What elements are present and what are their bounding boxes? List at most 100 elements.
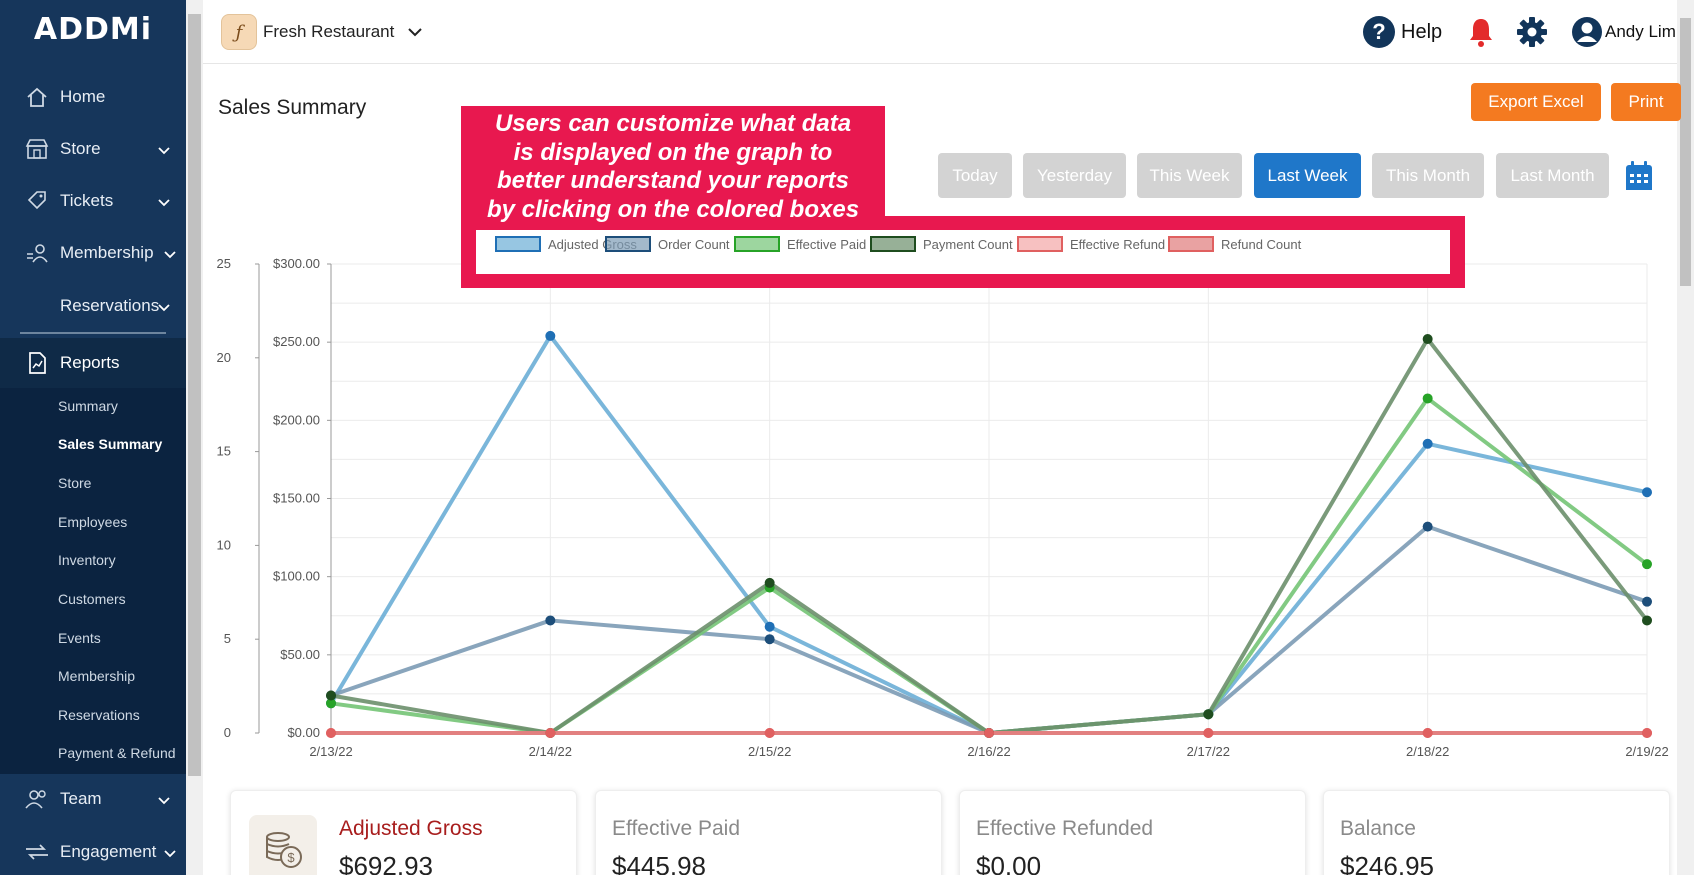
annotation-line: by clicking on the colored boxes bbox=[486, 195, 860, 223]
store-logo[interactable]: ƒ bbox=[221, 14, 257, 50]
legend-swatch[interactable] bbox=[870, 236, 916, 252]
gear-icon[interactable] bbox=[1516, 16, 1548, 53]
print-button[interactable]: Print bbox=[1611, 83, 1681, 121]
summary-card-balance: Balance $246.95 bbox=[1323, 790, 1670, 875]
data-point bbox=[1642, 728, 1652, 738]
submenu-item-events[interactable]: Events bbox=[58, 630, 101, 646]
submenu-item-sales-summary[interactable]: Sales Summary bbox=[58, 436, 163, 452]
left-axis-tick-label: 25 bbox=[217, 256, 231, 271]
x-axis-tick-label: 2/14/22 bbox=[529, 744, 572, 759]
reservations-icon bbox=[24, 294, 50, 318]
data-point bbox=[545, 330, 556, 341]
sidebar-item-reports[interactable]: Reports bbox=[0, 338, 186, 388]
range-this-month-button[interactable]: This Month bbox=[1372, 153, 1484, 198]
sidebar-item-reservations[interactable]: Reservations bbox=[0, 283, 186, 329]
card-label: Adjusted Gross bbox=[339, 817, 483, 840]
annotation-callout: Users can customize what data is display… bbox=[461, 106, 885, 224]
chevron-down-icon bbox=[158, 297, 170, 317]
team-icon bbox=[24, 787, 50, 811]
data-point bbox=[326, 690, 336, 701]
card-label: Balance bbox=[1340, 817, 1416, 840]
store-selector[interactable]: Fresh Restaurant bbox=[263, 22, 395, 41]
left-axis-tick-label: 20 bbox=[217, 350, 231, 365]
legend-swatch[interactable] bbox=[495, 236, 541, 252]
range-this-week-button[interactable]: This Week bbox=[1137, 153, 1242, 198]
legend-swatch[interactable] bbox=[1017, 236, 1063, 252]
home-icon bbox=[24, 85, 50, 109]
submenu-item-summary[interactable]: Summary bbox=[58, 398, 118, 414]
submenu-item-reservations[interactable]: Reservations bbox=[58, 707, 140, 723]
legend-label[interactable]: Payment Count bbox=[923, 237, 1013, 252]
data-point bbox=[1422, 334, 1433, 345]
help-button[interactable]: ? Help bbox=[1363, 16, 1442, 48]
card-value: $246.95 bbox=[1340, 851, 1434, 875]
sidebar-item-home[interactable]: Home bbox=[0, 74, 186, 120]
legend-swatch[interactable] bbox=[605, 236, 651, 252]
sidebar-item-tickets[interactable]: Tickets bbox=[0, 178, 186, 224]
x-axis-tick-label: 2/19/22 bbox=[1625, 744, 1668, 759]
app-logo[interactable]: ADDMi bbox=[33, 12, 153, 47]
data-point bbox=[545, 615, 556, 626]
sidebar-item-engagement[interactable]: Engagement bbox=[0, 829, 186, 875]
range-today-button[interactable]: Today bbox=[938, 153, 1012, 198]
chevron-down-icon[interactable] bbox=[408, 24, 422, 42]
data-point bbox=[545, 728, 556, 738]
data-point bbox=[1642, 596, 1652, 607]
calendar-icon[interactable] bbox=[1624, 160, 1654, 197]
submenu-item-customers[interactable]: Customers bbox=[58, 591, 126, 607]
scrollbar-thumb[interactable] bbox=[1680, 18, 1691, 286]
submenu-item-membership[interactable]: Membership bbox=[58, 668, 136, 684]
legend-swatch[interactable] bbox=[1168, 236, 1214, 252]
submenu-item-inventory[interactable]: Inventory bbox=[58, 552, 116, 568]
help-icon: ? bbox=[1363, 16, 1395, 48]
data-point bbox=[1642, 559, 1652, 570]
right-axis-tick-label: $0.00 bbox=[287, 725, 320, 740]
svg-text:$: $ bbox=[287, 850, 295, 865]
sidebar-scrollbar[interactable] bbox=[186, 0, 203, 875]
scrollbar-thumb[interactable] bbox=[188, 14, 201, 776]
sidebar-item-label: Home bbox=[60, 87, 106, 106]
submenu-item-employees[interactable]: Employees bbox=[58, 514, 128, 530]
legend-label[interactable]: Effective Paid bbox=[787, 237, 866, 252]
range-last-week-button[interactable]: Last Week bbox=[1254, 153, 1361, 198]
bell-icon[interactable] bbox=[1467, 16, 1495, 53]
data-point bbox=[764, 577, 775, 588]
data-point bbox=[1642, 615, 1652, 626]
legend-label[interactable]: Order Count bbox=[658, 237, 730, 252]
legend-label[interactable]: Refund Count bbox=[1221, 237, 1302, 252]
page-title: Sales Summary bbox=[218, 96, 367, 119]
export-excel-button[interactable]: Export Excel bbox=[1471, 83, 1601, 121]
sidebar-item-membership[interactable]: Membership bbox=[0, 230, 186, 276]
sidebar-item-label: Reservations bbox=[60, 296, 160, 315]
sidebar-item-label: Reports bbox=[60, 353, 120, 372]
annotation-line: is displayed on the graph to bbox=[513, 138, 833, 166]
sidebar-item-label: Engagement bbox=[60, 842, 157, 861]
data-point bbox=[326, 698, 336, 709]
chart-legend: Adjusted Gross Order Count Effective Paid P… bbox=[495, 236, 1302, 252]
page-scrollbar[interactable] bbox=[1677, 0, 1694, 875]
x-axis-tick-label: 2/13/22 bbox=[309, 744, 352, 759]
left-axis-tick-label: 10 bbox=[217, 537, 231, 552]
summary-card-effective-paid: Effective Paid $445.98 bbox=[595, 790, 942, 875]
sidebar-item-team[interactable]: Team bbox=[0, 776, 186, 822]
nav-divider bbox=[20, 332, 166, 334]
data-point bbox=[1203, 709, 1214, 720]
sidebar-item-store[interactable]: Store bbox=[0, 126, 186, 172]
right-axis-tick-label: $50.00 bbox=[280, 647, 320, 662]
legend-label[interactable]: Effective Refund bbox=[1070, 237, 1165, 252]
submenu-item-payment-refund[interactable]: Payment & Refund bbox=[58, 745, 176, 761]
range-last-month-button[interactable]: Last Month bbox=[1496, 153, 1609, 198]
sidebar-item-label: Tickets bbox=[60, 191, 114, 210]
annotation-line: better understand your reports bbox=[496, 167, 850, 194]
sidebar: ADDMi Home Store Tickets Membership Rese… bbox=[0, 0, 186, 875]
right-axis-tick-label: $100.00 bbox=[273, 569, 320, 584]
range-yesterday-button[interactable]: Yesterday bbox=[1023, 153, 1126, 198]
chevron-down-icon bbox=[158, 192, 170, 212]
right-axis-tick-label: $250.00 bbox=[273, 334, 320, 349]
legend-swatch[interactable] bbox=[734, 236, 780, 252]
card-value: $445.98 bbox=[612, 851, 706, 875]
summary-card-adjusted-gross: $ Adjusted Gross $692.93 bbox=[230, 790, 577, 875]
submenu-item-store[interactable]: Store bbox=[58, 475, 92, 491]
user-menu[interactable]: Andy Lim bbox=[1571, 16, 1676, 48]
right-axis-tick-label: $150.00 bbox=[273, 491, 320, 506]
